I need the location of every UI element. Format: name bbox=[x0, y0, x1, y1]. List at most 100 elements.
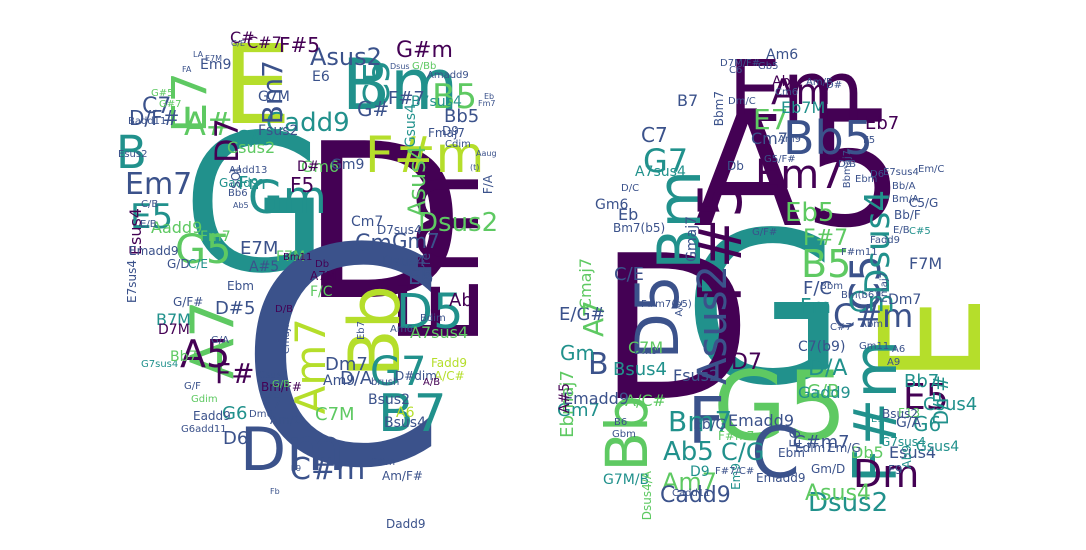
chord-word: F#m7(b5) bbox=[641, 299, 692, 310]
guitar-pick-word-cloud-left: G D C E Em F#m Dm Bm Bb A7 B7 Gm Am7 E7 B5 G5 D5 Em7 B C5 G7… bbox=[0, 0, 540, 550]
chord-word: Esus2 bbox=[118, 149, 148, 160]
chord-word: E6 bbox=[312, 69, 330, 85]
chord-word: G7sus4 bbox=[881, 435, 926, 449]
chord-word: E/G# bbox=[559, 304, 606, 325]
chord-word: Em/G bbox=[828, 441, 861, 455]
chord-word: Eb7M bbox=[781, 98, 826, 117]
chord-word: E7sus4 bbox=[125, 260, 139, 303]
chord-word: C#m bbox=[833, 297, 914, 335]
guitar-pick-word-cloud-right: G D A5 E G5 Em F#m Bm C D5 F#5 Bb5 Asus2 F Bb Dm E5 C#m Em… bbox=[543, 0, 1086, 550]
chord-word: Bb7 bbox=[904, 371, 940, 392]
chord-word: Emadd9 bbox=[129, 244, 179, 258]
chord-word: Gm6 bbox=[301, 157, 340, 176]
chord-word: Eadd9 bbox=[193, 409, 231, 423]
chord-word: Fm bbox=[800, 294, 831, 318]
chord-word: Edim7 bbox=[795, 441, 833, 455]
chord-word: G6 bbox=[222, 403, 248, 424]
chord-word: Dm6 bbox=[249, 409, 273, 420]
chord-word: A# bbox=[184, 105, 233, 143]
chord-word: C6 bbox=[729, 65, 743, 76]
chord-word: G#m bbox=[396, 38, 453, 63]
chord-word: D6 bbox=[223, 428, 249, 449]
chord-word: D6 bbox=[870, 169, 885, 180]
chord-word: Dm/C bbox=[728, 96, 756, 107]
chord-word: G6 bbox=[913, 412, 942, 436]
chord-word: Fsus2 bbox=[258, 123, 299, 139]
chord-word: A#5 bbox=[557, 383, 573, 414]
chord-word: Gm7 bbox=[557, 400, 600, 421]
chord-word: Cdim bbox=[445, 139, 471, 150]
chord-word: E7sus4 bbox=[883, 167, 919, 178]
chord-word: Gadd9 bbox=[798, 383, 851, 402]
chord-word: Gmaj7 bbox=[684, 216, 700, 262]
chord-word: F7M bbox=[909, 254, 943, 273]
chord-word: Bm11 bbox=[283, 252, 313, 263]
chord-word: Cadd9 bbox=[660, 483, 731, 508]
chord-word: Bm bbox=[342, 44, 459, 126]
chord-word: Dsus2 bbox=[808, 488, 889, 518]
chord-word: Em7 bbox=[755, 152, 845, 198]
chord-word: B6 bbox=[614, 417, 628, 428]
chord-word: B5 bbox=[432, 77, 477, 117]
chord-word: G7 bbox=[370, 349, 427, 395]
chord-word: B7 bbox=[378, 384, 447, 444]
chord-word: D/C bbox=[621, 183, 640, 194]
chord-word: (t) bbox=[470, 163, 480, 172]
chord-word: F#7 bbox=[803, 226, 849, 251]
chord-word: G7 bbox=[643, 142, 689, 180]
chord-word: E5 bbox=[903, 377, 949, 418]
chord-word: Eb bbox=[618, 205, 639, 224]
chord-word: Em bbox=[728, 43, 865, 142]
chord-word: Aadd9 bbox=[151, 218, 203, 237]
chord-word: Am/E bbox=[806, 77, 833, 88]
chord-word: G bbox=[683, 187, 846, 432]
chord-word: Cm7 bbox=[351, 214, 384, 230]
chord-word: Eb7 bbox=[356, 321, 367, 341]
chord-word: Bdim bbox=[420, 313, 446, 324]
chord-word: Gsus4 bbox=[916, 439, 960, 455]
chord-word: C/B bbox=[141, 199, 159, 210]
chord-word: Ebm bbox=[855, 174, 878, 185]
chord-word: G/Bb bbox=[412, 61, 437, 72]
chord-word: D bbox=[598, 213, 753, 446]
chord-word: C#m bbox=[290, 452, 366, 487]
chord-word: G5 bbox=[713, 352, 848, 462]
chord-word: G/A bbox=[211, 335, 229, 346]
chord-word: Dsus2 bbox=[418, 208, 499, 238]
chord-word: F#m11 bbox=[841, 247, 878, 258]
chord-word: G/B bbox=[807, 381, 840, 402]
chord-word: F#5 bbox=[279, 33, 320, 57]
chord-word: Gdim bbox=[191, 394, 218, 405]
chord-word: E7M bbox=[240, 238, 279, 259]
chord-word: A7sus4 bbox=[410, 323, 469, 342]
chord-word: Bb/F bbox=[894, 208, 921, 222]
chord-word: Bm(b6) bbox=[841, 290, 879, 301]
chord-word: Gm bbox=[248, 171, 327, 224]
chord-word: C7 bbox=[142, 94, 172, 119]
chord-word: G7sus4 bbox=[141, 359, 179, 370]
chord-word: D#5 bbox=[215, 298, 256, 319]
chord-word: C bbox=[238, 185, 448, 534]
chord-word: Eb bbox=[408, 265, 434, 289]
chord-word: C bbox=[751, 412, 800, 494]
chord-word: G bbox=[182, 94, 330, 315]
chord-word: C/E bbox=[188, 257, 209, 271]
chord-word: Csus2 bbox=[227, 138, 276, 157]
chord-word: Fsus2 bbox=[673, 366, 720, 385]
chord-word: Dm bbox=[853, 452, 920, 496]
chord-word: Emadd9 bbox=[756, 471, 806, 485]
chord-word: A5 bbox=[180, 332, 231, 376]
chord-word: D/A bbox=[808, 356, 848, 381]
chord-word: E9 bbox=[291, 464, 302, 473]
chord-word: Am/G bbox=[270, 413, 304, 427]
chord-word: Cm bbox=[848, 285, 895, 318]
chord-word: F# bbox=[215, 357, 255, 390]
chord-word: Ab5 bbox=[663, 437, 714, 467]
chord-word: E/B bbox=[140, 219, 157, 230]
chord-word: Gm11 bbox=[859, 341, 890, 352]
chord-word: Bbm7 bbox=[712, 91, 726, 127]
chord-word: Cmaj7 bbox=[576, 258, 595, 310]
chord-word: D7 bbox=[731, 350, 762, 375]
chord-word: Aadd13 bbox=[229, 165, 268, 176]
chord-word: Ab5 bbox=[233, 201, 249, 210]
